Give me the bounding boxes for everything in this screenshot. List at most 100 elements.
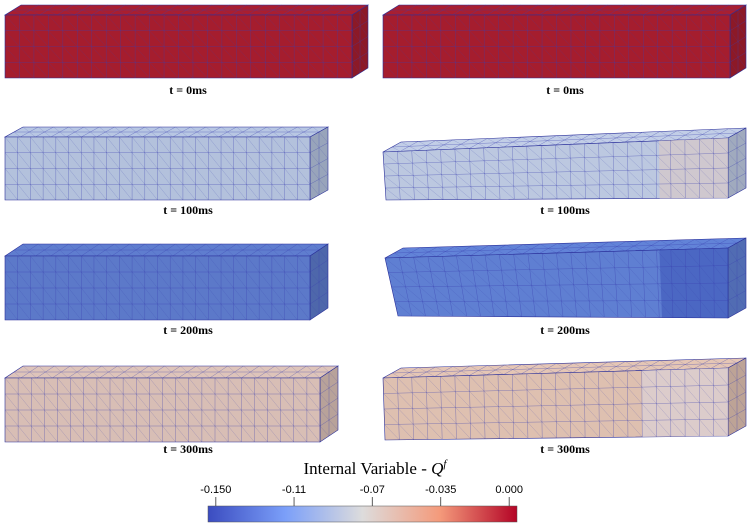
mesh-diag xyxy=(259,303,272,321)
mesh-diag xyxy=(297,243,304,251)
mesh-diag xyxy=(455,407,471,424)
mesh-diag xyxy=(220,152,234,169)
mesh-diag xyxy=(564,367,573,373)
mesh-diag xyxy=(175,243,182,251)
mesh-diag xyxy=(214,377,229,395)
mesh-diag xyxy=(307,9,318,16)
mesh-diag xyxy=(149,30,165,47)
mesh-diag xyxy=(271,152,285,169)
mesh-diag xyxy=(214,409,229,427)
mesh-diag xyxy=(322,46,338,63)
mesh-diag xyxy=(182,255,196,273)
mesh-diag xyxy=(418,367,427,373)
mesh-diag xyxy=(227,131,234,138)
mesh-diag xyxy=(411,252,420,258)
mesh-diag xyxy=(685,183,700,199)
mesh-diag xyxy=(246,136,260,153)
mesh-diag xyxy=(17,255,31,273)
mesh-diag xyxy=(106,168,120,185)
mesh-diag xyxy=(284,255,298,273)
mesh-diag xyxy=(70,365,78,373)
mesh-diag xyxy=(257,131,265,138)
mesh-diag xyxy=(166,249,173,257)
mesh-diag xyxy=(164,365,172,373)
mesh-diag xyxy=(303,249,311,257)
mesh-diag xyxy=(117,365,125,373)
mesh-diag xyxy=(412,162,428,176)
mesh-diag xyxy=(48,30,63,47)
mesh-diag xyxy=(483,374,499,391)
mesh-diag xyxy=(713,368,729,386)
mesh-diag xyxy=(120,131,128,138)
mesh-diag xyxy=(598,366,608,372)
mesh-diag xyxy=(527,172,543,186)
mesh-diag xyxy=(397,46,413,63)
mesh-diag xyxy=(131,152,145,169)
mesh-diag xyxy=(513,14,528,31)
mesh-diag xyxy=(614,14,629,31)
mesh-diag xyxy=(445,251,454,257)
mesh-diag xyxy=(584,171,600,185)
mesh-diag xyxy=(382,62,398,79)
mesh-diag xyxy=(469,46,485,63)
mesh-diag xyxy=(188,377,202,395)
mesh-diag xyxy=(55,136,69,153)
mesh-diag xyxy=(657,30,673,47)
mesh-diag xyxy=(18,393,32,411)
mesh-diag xyxy=(241,393,255,411)
mesh-diag xyxy=(195,184,209,201)
mesh-diag xyxy=(512,141,522,147)
mesh-diag xyxy=(151,249,158,257)
mesh-diag xyxy=(643,240,652,246)
mesh-diag xyxy=(208,136,222,153)
mesh-diag xyxy=(57,393,71,411)
mesh-diag xyxy=(131,303,145,321)
mesh-diag xyxy=(628,62,644,79)
mesh-diag xyxy=(644,300,660,318)
mesh-diag xyxy=(284,303,298,321)
mesh-diag xyxy=(589,4,600,11)
mesh-diag xyxy=(322,365,330,373)
mesh-diag xyxy=(411,62,427,79)
mesh-diag xyxy=(477,301,495,317)
mesh-diag xyxy=(613,420,629,438)
mesh-diag xyxy=(144,255,158,273)
mesh-diag xyxy=(53,126,60,133)
mesh-diag xyxy=(584,157,600,172)
mesh-diag xyxy=(192,62,208,79)
mesh-diag xyxy=(454,375,470,392)
mesh-diag xyxy=(527,185,543,200)
mesh-diag xyxy=(20,4,31,11)
mesh-diag xyxy=(77,14,92,31)
mesh-diag xyxy=(29,371,37,379)
mesh-diag xyxy=(43,136,56,153)
mesh-diag xyxy=(220,184,234,201)
mesh-panel xyxy=(382,357,747,441)
mesh-diag xyxy=(607,361,617,367)
mesh-diag xyxy=(736,295,747,309)
mesh-diag xyxy=(575,300,591,318)
mesh-diag xyxy=(543,269,560,286)
mesh-panel xyxy=(3,4,370,79)
mesh-diag xyxy=(727,137,738,149)
mesh-diag xyxy=(613,156,628,171)
mesh-diag xyxy=(96,377,111,395)
mesh-diag xyxy=(643,62,658,79)
mesh-diag xyxy=(192,46,208,63)
mesh-diag xyxy=(188,425,202,443)
mesh-diag xyxy=(22,365,30,373)
mesh-diag xyxy=(33,46,49,63)
mesh-diag xyxy=(68,152,82,169)
mesh-diag xyxy=(315,4,326,11)
mesh-diag xyxy=(55,303,69,321)
mesh-diag xyxy=(729,46,739,58)
mesh-diag xyxy=(399,187,415,200)
mesh-diag xyxy=(170,168,184,185)
mesh-diag xyxy=(569,144,585,158)
mesh-diag xyxy=(12,9,23,16)
mesh-diag xyxy=(454,246,463,252)
mesh-diag xyxy=(70,377,84,395)
mesh-diag xyxy=(241,409,255,427)
mesh-diag xyxy=(584,372,599,389)
mesh-diag xyxy=(322,62,338,79)
